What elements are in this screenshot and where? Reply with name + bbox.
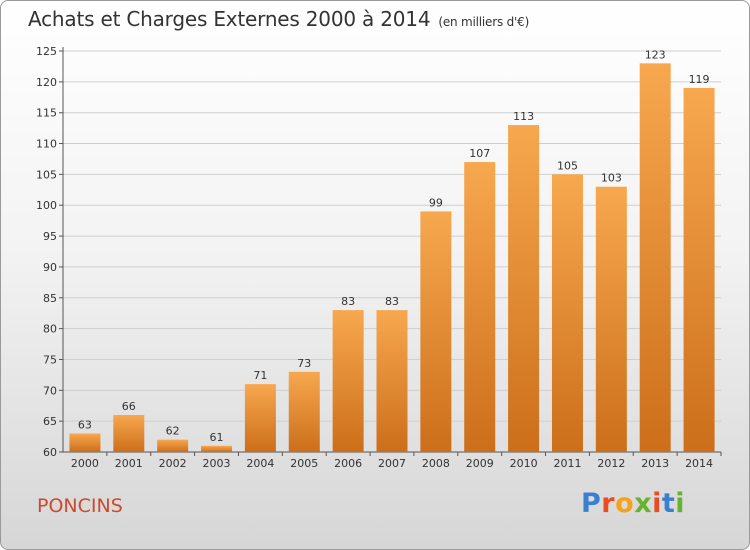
bar-value-label: 103 xyxy=(601,172,622,185)
bar-value-label: 71 xyxy=(253,369,267,382)
bar xyxy=(113,414,145,452)
y-tick-label: 120 xyxy=(36,76,57,89)
x-tick-label: 2012 xyxy=(597,457,625,470)
bar-value-label: 107 xyxy=(469,147,490,160)
bar-value-label: 83 xyxy=(341,295,355,308)
y-tick-label: 100 xyxy=(36,199,57,212)
logo-letter: t xyxy=(661,488,676,519)
y-tick-label: 60 xyxy=(43,446,57,459)
bar xyxy=(683,88,715,452)
y-tick-label: 115 xyxy=(36,107,57,120)
y-tick-label: 90 xyxy=(43,261,57,274)
x-tick-label: 2003 xyxy=(203,457,231,470)
x-tick-label: 2004 xyxy=(246,457,274,470)
y-tick-label: 95 xyxy=(43,230,57,243)
bar xyxy=(420,211,452,452)
bar-value-label: 123 xyxy=(645,48,666,61)
labels: 60 65 70 75 80 85 90 95 100 105 110 115 120 125 63 2000… xyxy=(36,45,713,470)
logo-letter: o xyxy=(615,488,635,519)
x-tick-label: 2009 xyxy=(466,457,494,470)
bar xyxy=(201,445,233,452)
logo-letter: r xyxy=(601,488,616,519)
y-tick-label: 75 xyxy=(43,353,57,366)
bar-value-label: 61 xyxy=(210,431,224,444)
logo-letter: x xyxy=(634,488,653,519)
x-tick-label: 2011 xyxy=(553,457,581,470)
proxiti-logo[interactable]: Proxiti xyxy=(581,488,685,519)
y-tick-label: 110 xyxy=(36,138,57,151)
commune-name: PONCINS xyxy=(37,495,123,517)
y-tick-label: 105 xyxy=(36,168,57,181)
bar xyxy=(69,433,101,452)
chart-unit: (en milliers d'€) xyxy=(438,15,530,29)
logo-letter: i xyxy=(675,488,686,519)
bar xyxy=(639,63,671,452)
bar xyxy=(508,125,540,453)
bar-value-label: 99 xyxy=(429,196,443,209)
x-tick-label: 2014 xyxy=(685,457,713,470)
bar xyxy=(551,174,583,452)
chart-title: Achats et Charges Externes 2000 à 2014 (e… xyxy=(28,7,529,31)
bar-value-label: 105 xyxy=(557,159,578,172)
bar xyxy=(288,371,320,452)
y-tick-label: 85 xyxy=(43,292,57,305)
x-tick-label: 2010 xyxy=(510,457,538,470)
bar-value-label: 62 xyxy=(166,425,180,438)
x-tick-label: 2007 xyxy=(378,457,406,470)
x-tick-label: 2008 xyxy=(422,457,450,470)
bar-value-label: 73 xyxy=(297,357,311,370)
bar xyxy=(464,162,496,453)
x-tick-label: 2000 xyxy=(71,457,99,470)
chart-title-text: Achats et Charges Externes 2000 à 2014 xyxy=(28,7,431,31)
x-tick-label: 2001 xyxy=(115,457,143,470)
bar xyxy=(595,186,627,452)
bar-value-label: 83 xyxy=(385,295,399,308)
x-tick-label: 2013 xyxy=(641,457,669,470)
x-tick-label: 2002 xyxy=(159,457,187,470)
y-tick-label: 65 xyxy=(43,415,57,428)
bar-value-label: 119 xyxy=(689,73,710,86)
bar xyxy=(157,439,189,452)
bar-value-label: 113 xyxy=(513,110,534,123)
bar xyxy=(332,310,364,452)
y-tick-label: 80 xyxy=(43,323,57,336)
bar xyxy=(244,384,276,452)
bars xyxy=(69,63,715,453)
y-tick-label: 70 xyxy=(43,384,57,397)
logo-letter: P xyxy=(581,488,602,519)
bar xyxy=(376,310,408,452)
bar-value-label: 63 xyxy=(78,418,92,431)
x-tick-label: 2005 xyxy=(290,457,318,470)
logo-letter: i xyxy=(652,488,662,519)
bar-value-label: 66 xyxy=(122,400,136,413)
y-tick-label: 125 xyxy=(36,45,57,58)
x-tick-label: 2006 xyxy=(334,457,362,470)
